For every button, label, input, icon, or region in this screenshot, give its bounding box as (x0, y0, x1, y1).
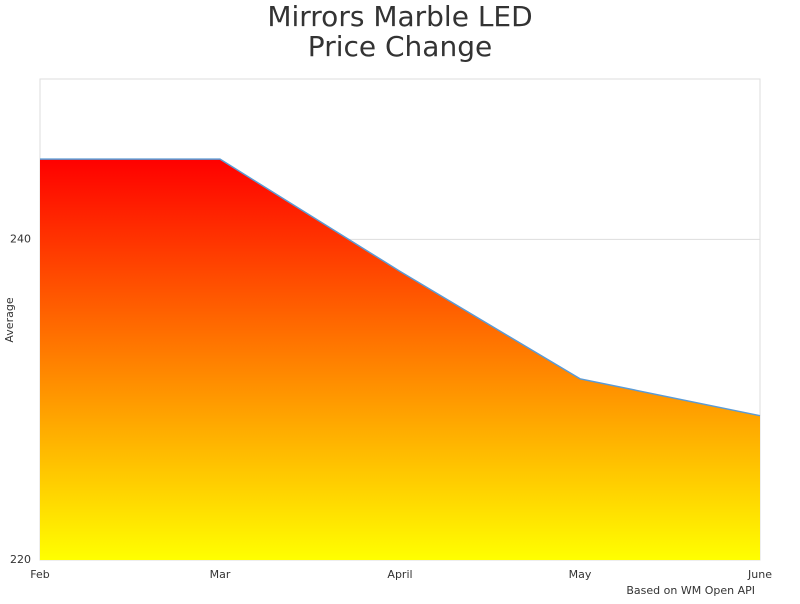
y-tick-label: 240 (10, 232, 31, 245)
x-tick-label: Feb (30, 568, 49, 581)
chart-title: Price Change (308, 30, 492, 63)
y-tick-label: 220 (10, 553, 31, 566)
area (40, 159, 760, 560)
x-tick-label: Mar (210, 568, 231, 581)
credit: Based on WM Open API (626, 584, 755, 597)
area-line (40, 158, 761, 417)
y-axis-label: Average (3, 297, 16, 342)
chart-title: Mirrors Marble LED (267, 0, 532, 33)
x-tick-label: May (569, 568, 592, 581)
x-tick-label: April (387, 568, 412, 581)
x-tick-label: June (747, 568, 772, 581)
